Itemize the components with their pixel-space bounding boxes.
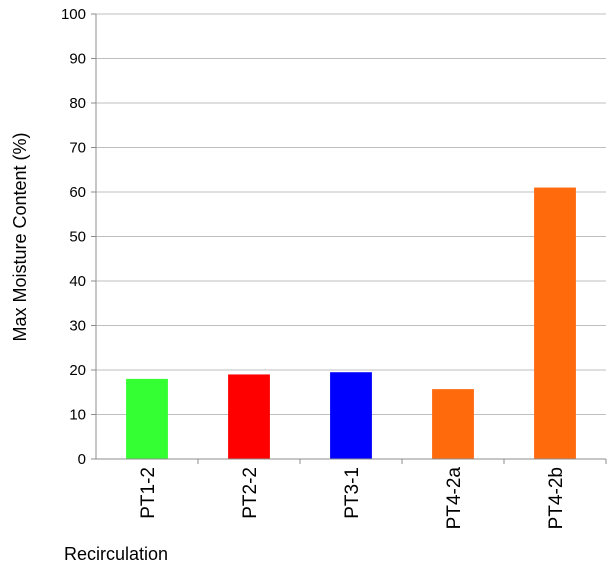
axes xyxy=(91,13,607,464)
y-tick-label: 80 xyxy=(69,95,86,112)
bar-pt3-1 xyxy=(330,372,372,459)
x-tick-label: PT1-2 xyxy=(138,467,159,519)
x-tick-label: PT4-2b xyxy=(546,467,567,529)
y-tick-label: 90 xyxy=(69,51,86,68)
y-tick-label: 30 xyxy=(69,318,86,335)
y-tick-label: 40 xyxy=(69,273,86,290)
y-tick-label: 50 xyxy=(69,229,86,246)
y-tick-label: 60 xyxy=(69,184,86,201)
y-tick-label: 10 xyxy=(69,407,86,424)
bar-pt4-2a xyxy=(432,389,474,459)
x-axis-title: Recirculation xyxy=(64,544,168,564)
x-tick-label: PT4-2a xyxy=(444,467,465,530)
x-tick-labels: PT1-2 PT2-2 PT3-1 PT4-2a PT4-2b xyxy=(138,467,567,530)
y-tick-label: 0 xyxy=(78,451,86,468)
gridlines xyxy=(96,13,606,415)
bar-pt1-2 xyxy=(126,378,168,459)
bars xyxy=(126,187,576,460)
y-tick-label: 20 xyxy=(69,362,86,379)
y-axis-title: Max Moisture Content (%) xyxy=(10,132,30,341)
y-tick-label: 100 xyxy=(61,6,86,23)
x-tick-label: PT3-1 xyxy=(342,467,363,519)
bar-pt2-2 xyxy=(228,374,270,459)
x-tick-label: PT2-2 xyxy=(240,467,261,519)
bar-pt4-2b xyxy=(534,187,576,460)
y-tick-label: 70 xyxy=(69,140,86,157)
y-tick-labels: 0 10 20 30 40 50 60 70 80 90 100 xyxy=(61,6,86,468)
